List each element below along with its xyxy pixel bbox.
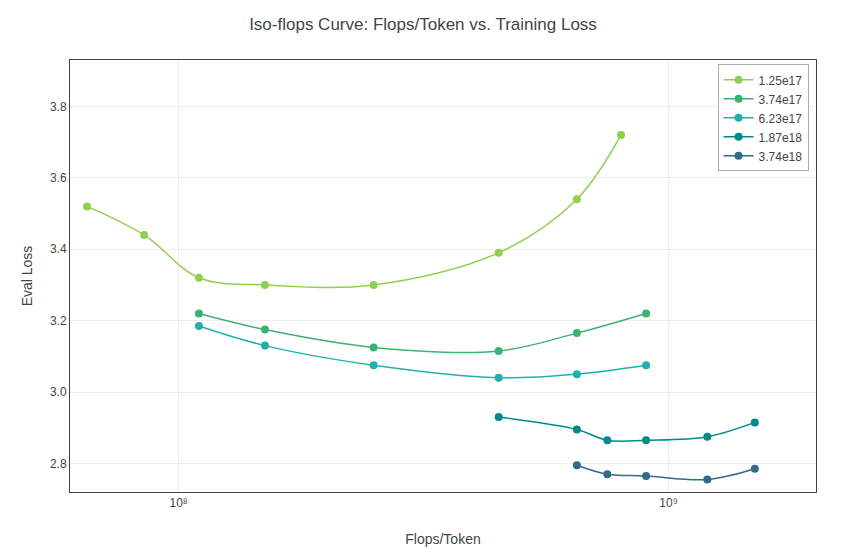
svg-text:1.87e18: 1.87e18 bbox=[759, 131, 803, 145]
svg-text:Flops/Token: Flops/Token bbox=[405, 531, 480, 547]
svg-text:Eval Loss: Eval Loss bbox=[19, 246, 35, 307]
svg-text:3.8: 3.8 bbox=[50, 100, 67, 114]
svg-text:3.2: 3.2 bbox=[50, 314, 67, 328]
svg-text:6.23e17: 6.23e17 bbox=[759, 112, 803, 126]
svg-text:2.8: 2.8 bbox=[50, 457, 67, 471]
svg-text:3.74e17: 3.74e17 bbox=[759, 93, 803, 107]
svg-text:Iso-flops Curve: Flops/Token v: Iso-flops Curve: Flops/Token vs. Trainin… bbox=[249, 15, 597, 34]
svg-text:3.74e18: 3.74e18 bbox=[759, 150, 803, 164]
svg-text:3.6: 3.6 bbox=[50, 171, 67, 185]
svg-text:3.0: 3.0 bbox=[50, 385, 67, 399]
svg-text:10⁹: 10⁹ bbox=[659, 496, 678, 510]
svg-text:10⁸: 10⁸ bbox=[169, 496, 187, 510]
svg-text:3.4: 3.4 bbox=[50, 242, 67, 256]
svg-text:1.25e17: 1.25e17 bbox=[759, 74, 803, 88]
